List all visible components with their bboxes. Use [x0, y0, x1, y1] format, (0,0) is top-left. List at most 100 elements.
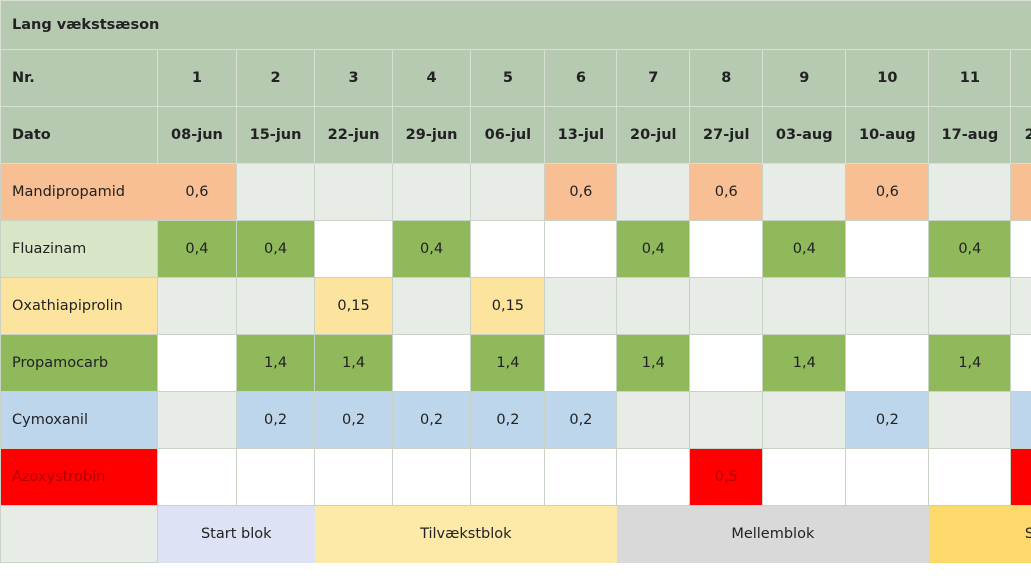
empty-cell [157, 391, 237, 449]
empty-cell [928, 163, 1012, 221]
dose-cell: 0,15 [470, 277, 546, 335]
empty-cell [616, 277, 691, 335]
block-cell: Mellemblok [616, 505, 930, 563]
product-label: Propamocarb [0, 334, 159, 392]
empty-cell [544, 220, 618, 278]
header-cell: 22-jun [314, 106, 393, 164]
header-cell: 06-jul [470, 106, 546, 164]
header-cell: 20-jul [616, 106, 691, 164]
dose-cell: 0,5 [689, 448, 764, 506]
dose-cell: 0,4 [391, 220, 472, 278]
nr-row: Nr.12345678910111213 [0, 49, 1031, 107]
dose-cell: 0,4 [235, 220, 316, 278]
dose-cell: 1,4 [762, 334, 847, 392]
header-cell: 12 [1010, 49, 1031, 107]
block-cell: Start blok [157, 505, 316, 563]
block-cell: Slutblok [928, 505, 1031, 563]
dose-cell: 0,4 [157, 220, 237, 278]
block-row: Start blokTilvækstblokMellemblokSlutblok [0, 505, 1031, 563]
header-cell: 7 [616, 49, 691, 107]
empty-cell [762, 277, 847, 335]
empty-cell [157, 277, 237, 335]
empty-cell [391, 277, 472, 335]
header-cell: 4 [391, 49, 472, 107]
header-cell: 6 [544, 49, 618, 107]
product-label: Oxathiapiprolin [0, 277, 159, 335]
schedule-table: Lang vækstsæsonNr.12345678910111213Dato0… [0, 0, 1031, 563]
header-cell: 17-aug [928, 106, 1012, 164]
dose-cell: 0,6 [157, 163, 237, 221]
dose-cell: 0,2 [1010, 391, 1031, 449]
empty-cell [314, 448, 393, 506]
dose-cell: 0,6 [1010, 163, 1031, 221]
empty-cell [1010, 334, 1031, 392]
empty-cell [762, 163, 847, 221]
dose-cell: 0,4 [928, 220, 1012, 278]
dose-cell: 1,4 [470, 334, 546, 392]
dose-cell: 1,4 [235, 334, 316, 392]
empty-cell [391, 448, 472, 506]
empty-cell [845, 448, 930, 506]
dose-cell: 1,4 [314, 334, 393, 392]
empty-cell [235, 163, 316, 221]
table-title: Lang vækstsæson [0, 0, 1031, 50]
dato-row: Dato 08-jun 15-jun 22-jun 29-jun 06-jul 13-jul… [0, 106, 1031, 164]
header-label: Nr. [0, 49, 159, 107]
empty-cell [544, 448, 618, 506]
empty-cell [1010, 277, 1031, 335]
empty-cell [391, 163, 472, 221]
header-cell: 27-jul [689, 106, 764, 164]
empty-cell [928, 448, 1012, 506]
header-cell: 1 [157, 49, 237, 107]
empty-cell [314, 220, 393, 278]
header-cell: 03-aug [762, 106, 847, 164]
empty-cell [845, 220, 930, 278]
dose-cell: 0,6 [845, 163, 930, 221]
empty-cell [157, 448, 237, 506]
empty-cell [314, 163, 393, 221]
header-cell: 13-jul [544, 106, 618, 164]
empty-cell [470, 448, 546, 506]
product-row: Azoxystrobin 0,5 0,5 [0, 448, 1031, 506]
header-cell: 8 [689, 49, 764, 107]
dose-cell: 0,2 [235, 391, 316, 449]
header-cell: 11 [928, 49, 1012, 107]
dose-cell: 0,2 [544, 391, 618, 449]
header-label: Dato [0, 106, 159, 164]
empty-cell [762, 391, 847, 449]
header-cell: 24-aug [1010, 106, 1031, 164]
header-cell: 10 [845, 49, 930, 107]
empty-cell [616, 163, 691, 221]
header-cell: 08-jun [157, 106, 237, 164]
product-row: Propamocarb 1,4 1,4 1,4 1,4 1,4 1,4 [0, 334, 1031, 392]
dose-cell: 1,4 [928, 334, 1012, 392]
block-cell: Tilvækstblok [314, 505, 618, 563]
product-label: Mandipropamid [0, 163, 159, 221]
header-cell: 29-jun [391, 106, 472, 164]
dose-cell: 0,15 [314, 277, 393, 335]
empty-cell [470, 220, 546, 278]
header-cell: 3 [314, 49, 393, 107]
empty-cell [391, 334, 472, 392]
product-label: Azoxystrobin [0, 448, 159, 506]
empty-cell [470, 163, 546, 221]
dose-cell: 0,4 [762, 220, 847, 278]
product-label: Fluazinam [0, 220, 159, 278]
empty-cell [928, 391, 1012, 449]
dose-cell: 0,2 [470, 391, 546, 449]
product-row: Oxathiapiprolin 0,15 0,15 [0, 277, 1031, 335]
dose-cell: 0,2 [845, 391, 930, 449]
empty-cell [616, 391, 691, 449]
empty-cell [689, 391, 764, 449]
product-label: Cymoxanil [0, 391, 159, 449]
dose-cell: 0,2 [314, 391, 393, 449]
dose-cell: 0,5 [1010, 448, 1031, 506]
empty-cell [544, 334, 618, 392]
empty-cell [544, 277, 618, 335]
empty-cell [762, 448, 847, 506]
empty-cell [157, 334, 237, 392]
empty-cell [689, 334, 764, 392]
